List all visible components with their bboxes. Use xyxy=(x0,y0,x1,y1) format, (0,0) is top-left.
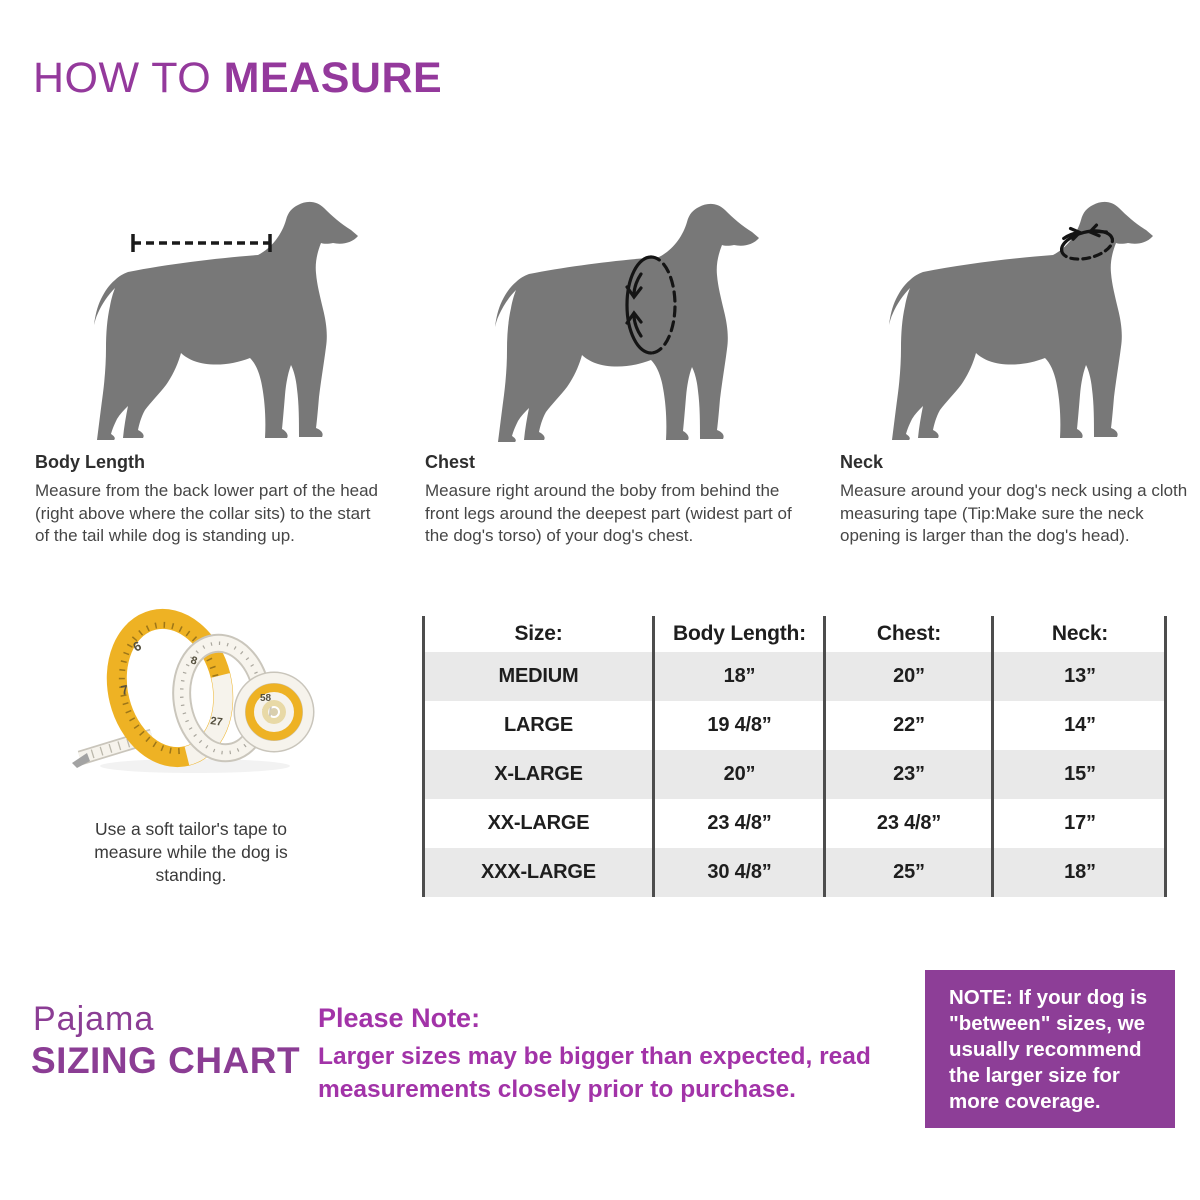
col-header-neck: Neck: xyxy=(1051,622,1109,645)
dog-neck-icon xyxy=(889,201,1153,440)
body-length-measure-line xyxy=(131,234,272,252)
sizing-chart-label: SIZING CHART xyxy=(31,1040,301,1081)
guide-title-body-length: Body Length xyxy=(35,452,145,472)
page-title-bold: MEASURE xyxy=(223,54,443,102)
neck-cell: 17” xyxy=(1064,812,1096,834)
body-length-cell: 18” xyxy=(723,665,756,687)
body-length-cell: 19 4/8” xyxy=(707,714,772,736)
chest-cell: 25” xyxy=(893,861,925,883)
body-length-cell: 30 4/8” xyxy=(707,861,772,883)
size-cell: LARGE xyxy=(503,714,573,736)
guide-desc-neck: Measure around your dog's neck using a c… xyxy=(840,481,1188,545)
table-row: X-LARGE 20” 23” 15” xyxy=(423,750,1167,799)
neck-cell: 18” xyxy=(1064,861,1096,883)
guide-title-chest: Chest xyxy=(425,452,476,472)
table-divider xyxy=(652,616,655,897)
please-note-heading: Please Note: xyxy=(318,1003,481,1033)
dog-chest-icon xyxy=(495,203,759,442)
neck-cell: 14” xyxy=(1064,714,1096,736)
tape-number: 7 xyxy=(120,682,130,698)
size-table: Size: Body Length: Chest: Neck: MEDIUM 1… xyxy=(422,616,1167,897)
product-line-label: Pajama xyxy=(33,1000,155,1038)
tape-caption: Use a soft tailor's tape to measure whil… xyxy=(94,819,288,885)
col-header-chest: Chest: xyxy=(876,622,942,645)
table-divider xyxy=(1164,616,1167,897)
guide-body-length: Body Length Measure from the back lower … xyxy=(35,452,380,548)
guide-neck: Neck Measure around your dog's neck usin… xyxy=(840,452,1190,548)
note-box-text: NOTE: If your dog is "between" sizes, we… xyxy=(949,986,1148,1113)
size-cell: MEDIUM xyxy=(498,665,579,687)
tape-number: 8 xyxy=(189,654,199,667)
table-divider xyxy=(823,616,826,897)
table-row: XX-LARGE 23 4/8” 23 4/8” 17” xyxy=(423,799,1167,848)
chest-cell: 22” xyxy=(893,714,925,736)
body-length-cell: 20” xyxy=(723,763,756,785)
tape-number: 6 xyxy=(130,638,143,655)
page-title-light: HOW TO xyxy=(33,54,212,102)
chest-cell: 23” xyxy=(893,763,925,785)
size-cell: XXX-LARGE xyxy=(481,861,596,883)
chest-cell: 20” xyxy=(893,665,925,687)
neck-cell: 15” xyxy=(1064,763,1096,785)
size-cell: XX-LARGE xyxy=(487,812,590,834)
table-header-row: Size: Body Length: Chest: Neck: xyxy=(423,616,1167,652)
table-row: XXX-LARGE 30 4/8” 25” 18” xyxy=(423,848,1167,897)
tailor-tape-icon: 6 7 8 27 58 xyxy=(72,608,315,773)
chest-cell: 23 4/8” xyxy=(876,812,942,834)
guide-desc-body-length: Measure from the back lower part of the … xyxy=(35,481,379,545)
tape-number: 58 xyxy=(260,693,272,704)
note-box: NOTE: If your dog is "between" sizes, we… xyxy=(925,970,1175,1128)
table-row: LARGE 19 4/8” 22” 14” xyxy=(423,701,1167,750)
please-note-body: Larger sizes may be bigger than expected… xyxy=(318,1043,871,1103)
table-row: MEDIUM 18” 20” 13” xyxy=(423,652,1167,701)
guide-desc-chest: Measure right around the boby from behin… xyxy=(425,481,792,545)
table-divider xyxy=(422,616,425,897)
size-cell: X-LARGE xyxy=(494,763,583,785)
body-length-cell: 23 4/8” xyxy=(707,812,772,834)
guide-chest: Chest Measure right around the boby from… xyxy=(425,452,797,548)
col-header-size: Size: xyxy=(514,622,563,645)
guide-title-neck: Neck xyxy=(840,452,884,472)
table-divider xyxy=(991,616,994,897)
tape-number: 27 xyxy=(210,715,224,729)
neck-cell: 13” xyxy=(1064,665,1096,687)
chest-measure-ellipse xyxy=(625,255,677,355)
col-header-body-length: Body Length: xyxy=(673,622,806,645)
page-title: HOW TO MEASURE xyxy=(33,55,442,101)
neck-measure-ellipse xyxy=(1059,223,1115,261)
dog-body-length-icon xyxy=(94,201,358,440)
